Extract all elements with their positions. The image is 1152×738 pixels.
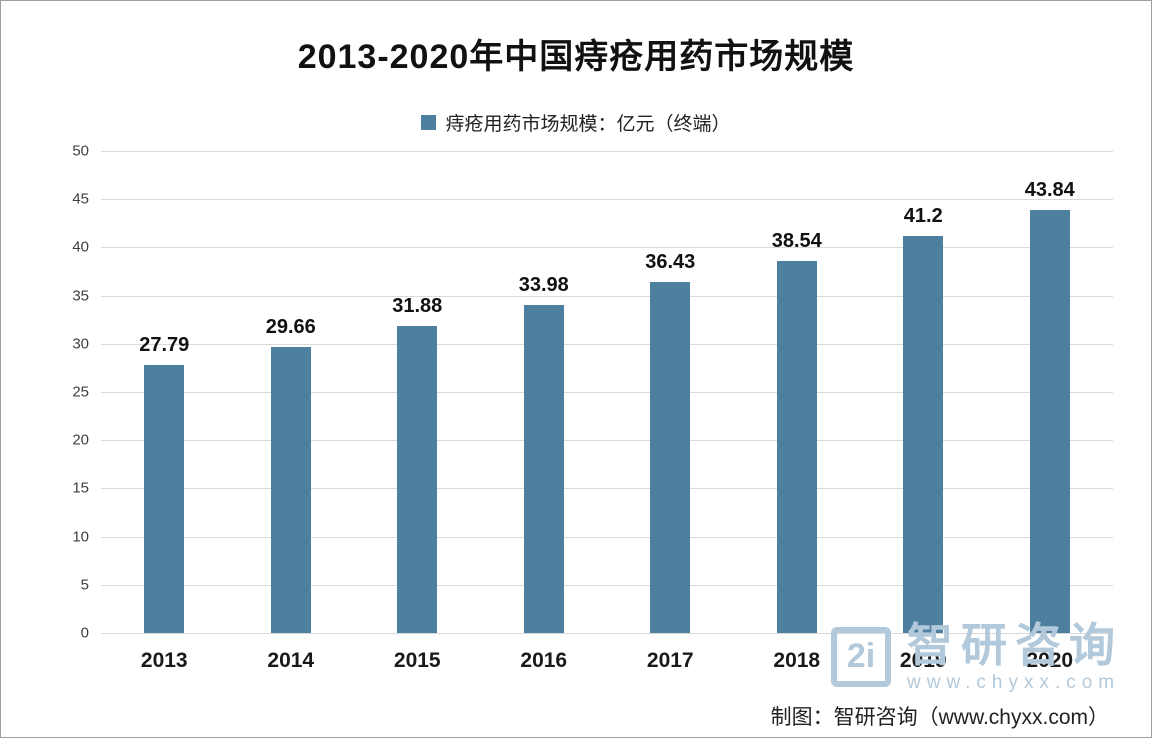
x-axis-tick-label: 2019 <box>899 649 947 672</box>
y-axis-tick-label: 20 <box>72 431 89 449</box>
y-axis-tick-label: 35 <box>72 287 89 305</box>
bar-value-label: 31.88 <box>392 294 443 317</box>
bar-value-label: 29.66 <box>265 316 316 339</box>
source-credit: 制图：智研咨询（www.chyxx.com） <box>770 706 1109 729</box>
bar-2014 <box>270 347 311 633</box>
chart-title: 2013-2020年中国痔疮用药市场规模 <box>297 38 855 76</box>
gridline <box>101 584 1113 586</box>
bar-2016 <box>523 305 564 633</box>
y-axis-tick-label: 40 <box>72 238 89 256</box>
gridline <box>101 633 1113 634</box>
y-axis-tick-label: 25 <box>72 383 89 401</box>
gridline <box>101 536 1113 538</box>
y-axis-tick-label: 0 <box>80 624 89 642</box>
x-axis-tick-label: 2020 <box>1026 649 1074 672</box>
bar-value-label: 36.43 <box>645 250 696 273</box>
bar-2017 <box>650 281 691 633</box>
gridline <box>101 488 1113 490</box>
bar-value-label: 38.54 <box>771 230 822 253</box>
bar-value-label: 27.79 <box>139 334 190 357</box>
y-axis-tick-label: 45 <box>72 190 89 208</box>
legend: 痔疮用药市场规模：亿元（终端） <box>1 109 1151 136</box>
bar-value-label: 41.2 <box>903 204 943 227</box>
bar-2020 <box>1029 210 1070 633</box>
bar-value-label: 33.98 <box>518 274 569 297</box>
gridline <box>101 392 1113 393</box>
plot-area: 0 5 10 15 20 25 30 35 40 45 50 27.79 2013 29.66 2014 31… <box>72 143 1113 672</box>
bar-2018 <box>776 261 817 633</box>
y-axis-tick-label: 10 <box>72 528 89 546</box>
gridline <box>101 295 1113 297</box>
gridline <box>101 440 1113 442</box>
x-axis-tick-label: 2016 <box>520 649 568 672</box>
bar-value-label: 43.84 <box>1024 179 1075 202</box>
bar-2015 <box>397 325 438 633</box>
legend-label: 痔疮用药市场规模：亿元（终端） <box>445 114 731 135</box>
gridline <box>101 247 1113 249</box>
x-axis-tick-label: 2015 <box>393 649 441 672</box>
y-axis-tick-label: 15 <box>72 479 89 497</box>
x-axis-tick-label: 2013 <box>140 649 188 672</box>
gridline <box>101 199 1113 201</box>
gridline <box>101 343 1113 345</box>
gridline <box>101 151 1113 152</box>
bar-2013 <box>144 365 185 633</box>
x-axis-tick-label: 2018 <box>773 649 821 672</box>
legend-marker-icon <box>421 115 437 130</box>
x-axis-tick-label: 2014 <box>267 649 315 672</box>
x-axis-tick-label: 2017 <box>646 649 694 672</box>
y-axis-tick-label: 50 <box>72 142 89 160</box>
y-axis-tick-label: 30 <box>72 335 89 353</box>
bar-2019 <box>903 235 944 633</box>
watermark-url: www.chyxx.com <box>907 672 1121 694</box>
y-axis-tick-label: 5 <box>80 576 89 594</box>
